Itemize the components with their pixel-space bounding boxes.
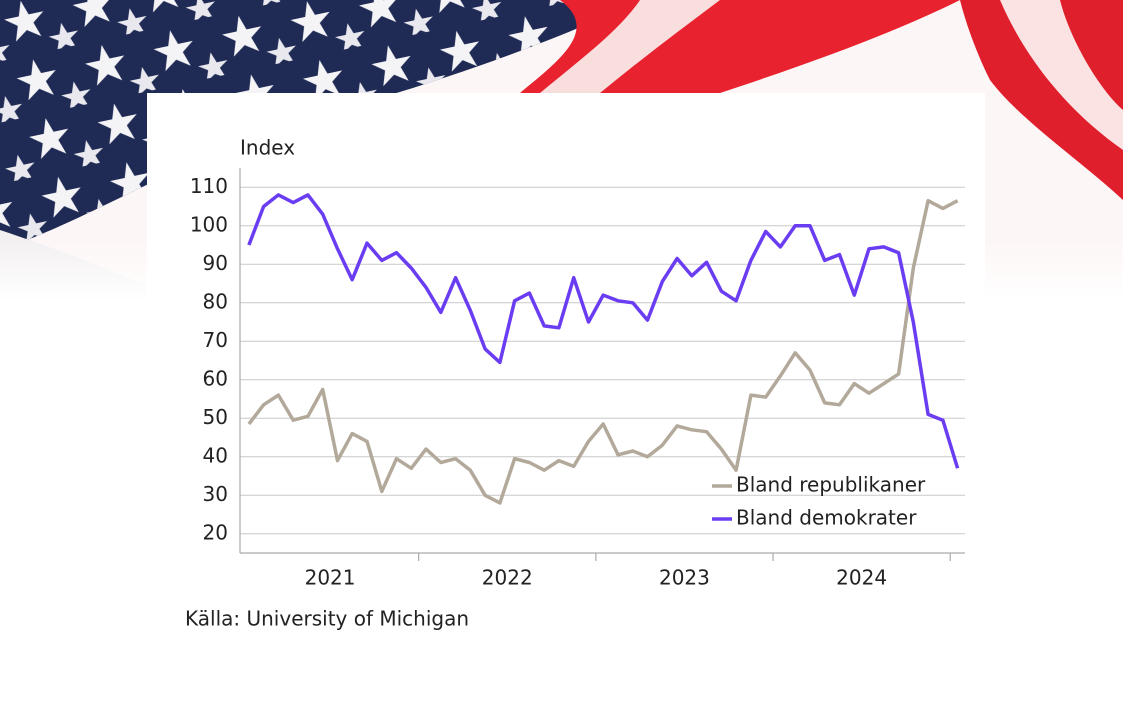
y-tick-label: 20 [203,520,228,544]
y-tick-label: 110 [190,174,228,198]
y-tick-label: 100 [190,212,228,236]
x-tick-label: 2024 [836,566,887,590]
y-tick-label: 30 [203,482,228,506]
legend-label: Bland demokrater [736,506,917,530]
y-axis-label: Index [240,136,295,160]
chart-panel [147,93,985,709]
legend-label: Bland republikaner [736,473,926,497]
series-line [247,198,959,505]
y-tick-label: 70 [203,328,228,352]
x-tick-label: 2022 [482,566,533,590]
y-tick-label: 50 [203,405,228,429]
y-tick-label: 80 [203,289,228,313]
x-tick-label: 2021 [305,566,356,590]
y-tick-label: 60 [203,366,228,390]
y-tick-label: 40 [203,443,228,467]
x-tick-label: 2023 [659,566,710,590]
y-tick-label: 90 [203,251,228,275]
source-note: Källa: University of Michigan [185,607,469,631]
series-line [247,193,960,469]
